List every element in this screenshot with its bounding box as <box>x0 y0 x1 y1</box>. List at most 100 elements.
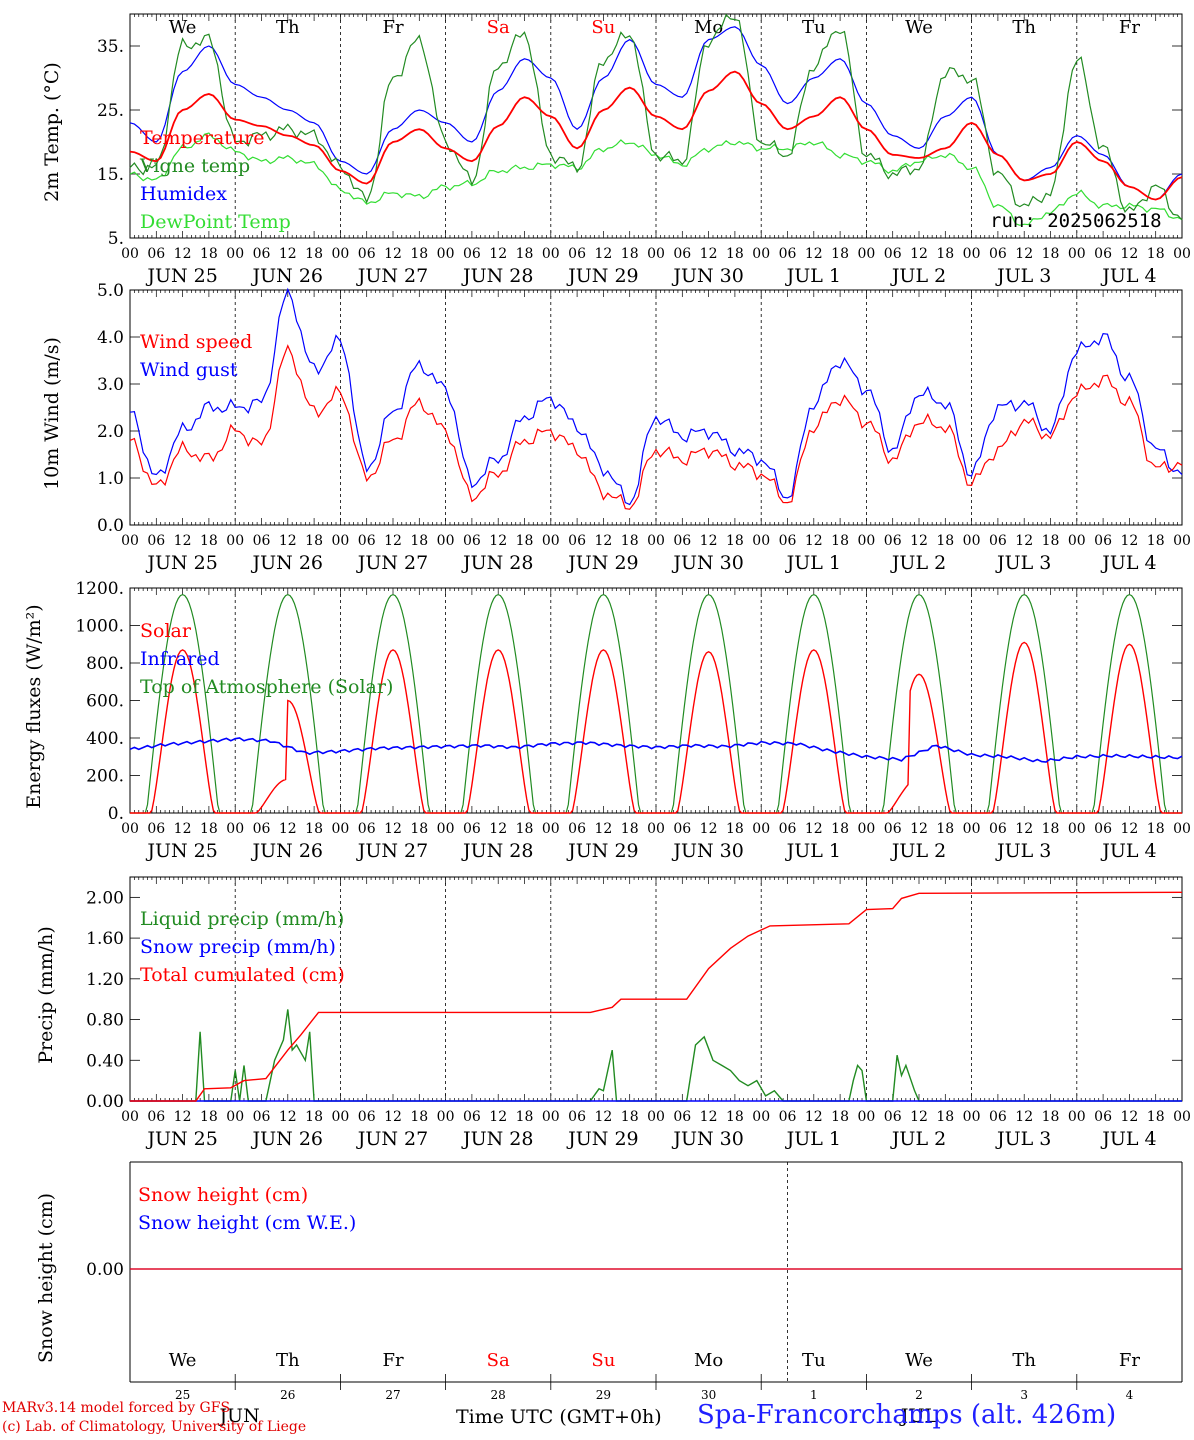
hour-tick-label: 12 <box>489 821 507 837</box>
day-name: Tu <box>802 1350 826 1371</box>
hour-tick-label: 12 <box>700 821 718 837</box>
hour-tick-label: 06 <box>358 246 376 262</box>
hour-tick-label: 12 <box>384 533 402 549</box>
hour-tick-label: 18 <box>516 533 534 549</box>
hour-tick-label: 00 <box>331 821 349 837</box>
hour-tick-label: 00 <box>331 1109 349 1125</box>
hour-tick-label: 06 <box>673 821 691 837</box>
hour-tick-label: 00 <box>121 1109 139 1125</box>
station-name: Spa-Francorchamps (alt. 426m) <box>697 1400 1117 1430</box>
hour-tick-label: 00 <box>121 246 139 262</box>
day-number: 2 <box>915 1388 923 1402</box>
hour-tick-label: 00 <box>542 533 560 549</box>
hour-tick-label: 12 <box>910 246 928 262</box>
hour-tick-label: 06 <box>884 821 902 837</box>
hour-tick-label: 00 <box>647 246 665 262</box>
hour-tick-label: 00 <box>226 1109 244 1125</box>
hour-tick-label: 00 <box>1173 533 1191 549</box>
hour-tick-label: 18 <box>621 533 639 549</box>
hour-tick-label: 12 <box>384 1109 402 1125</box>
date-label: JUN 30 <box>671 552 743 574</box>
hour-tick-label: 00 <box>226 821 244 837</box>
day-number: 1 <box>810 1388 818 1402</box>
hour-tick-label: 18 <box>410 533 428 549</box>
hour-tick-label: 18 <box>410 821 428 837</box>
hour-tick-label: 06 <box>463 1109 481 1125</box>
date-label: JUL 2 <box>890 840 946 862</box>
date-label: JUL 4 <box>1100 1128 1156 1150</box>
hour-tick-label: 00 <box>121 821 139 837</box>
day-number: 29 <box>596 1388 611 1402</box>
hour-tick-label: 12 <box>1120 533 1138 549</box>
hour-tick-label: 00 <box>437 533 455 549</box>
series-solar <box>130 641 1182 814</box>
hour-tick-label: 12 <box>1120 246 1138 262</box>
hour-tick-label: 18 <box>1147 821 1165 837</box>
date-label: JUN 28 <box>461 552 533 574</box>
hour-tick-label: 06 <box>884 1109 902 1125</box>
hour-tick-label: 18 <box>410 246 428 262</box>
hour-tick-label: 18 <box>1147 533 1165 549</box>
date-label: JUN 30 <box>671 840 743 862</box>
day-name: Sa <box>487 1350 510 1371</box>
lab-credit: (c) Lab. of Climatology, University of L… <box>2 1419 307 1435</box>
legend-entry: Snow height (cm W.E.) <box>138 1212 356 1234</box>
hour-tick-label: 06 <box>884 246 902 262</box>
date-label: JUN 29 <box>566 552 638 574</box>
hour-tick-label: 00 <box>1173 1109 1191 1125</box>
hour-tick-label: 00 <box>857 821 875 837</box>
hour-tick-label: 06 <box>147 821 165 837</box>
hour-tick-label: 18 <box>726 821 744 837</box>
hour-tick-label: 06 <box>147 533 165 549</box>
hour-tick-label: 12 <box>1015 1109 1033 1125</box>
y-tick-label: 0.00 <box>86 1092 124 1112</box>
legend-entry: Solar <box>140 620 192 642</box>
hour-tick-label: 12 <box>489 246 507 262</box>
hour-tick-label: 18 <box>936 246 954 262</box>
hour-tick-label: 00 <box>542 821 560 837</box>
hour-tick-label: 12 <box>910 533 928 549</box>
hour-tick-label: 18 <box>831 246 849 262</box>
legend-entry: Infrared <box>140 648 220 670</box>
hour-tick-label: 06 <box>779 1109 797 1125</box>
hour-tick-label: 06 <box>1094 533 1112 549</box>
date-label: JUN 29 <box>566 1128 638 1150</box>
day-name: Fr <box>382 1350 403 1371</box>
date-label: JUL 3 <box>995 552 1051 574</box>
date-label: JUL 3 <box>995 265 1051 287</box>
day-name: We <box>169 17 197 38</box>
hour-tick-label: 00 <box>752 821 770 837</box>
series-vigne-temp <box>129 13 1183 221</box>
date-label: JUL 2 <box>890 265 946 287</box>
model-credit: MARv3.14 model forced by GFS <box>2 1400 231 1416</box>
hour-tick-label: 18 <box>200 246 218 262</box>
y-tick-label: 1.0 <box>97 469 124 489</box>
date-label: JUL 1 <box>785 265 841 287</box>
hour-tick-label: 00 <box>752 246 770 262</box>
hour-tick-label: 18 <box>516 821 534 837</box>
hour-tick-label: 18 <box>1042 1109 1060 1125</box>
hour-tick-label: 06 <box>1094 246 1112 262</box>
y-tick-label: 200. <box>86 767 124 787</box>
day-name: Su <box>591 1350 615 1371</box>
day-number: 25 <box>175 1388 190 1402</box>
hour-tick-label: 18 <box>726 1109 744 1125</box>
hour-tick-label: 12 <box>1120 1109 1138 1125</box>
hour-tick-label: 00 <box>226 533 244 549</box>
hour-tick-label: 12 <box>279 1109 297 1125</box>
hour-tick-label: 12 <box>805 533 823 549</box>
day-number: 27 <box>385 1388 400 1402</box>
hour-tick-label: 06 <box>673 246 691 262</box>
hour-tick-label: 00 <box>963 821 981 837</box>
hour-tick-label: 12 <box>174 821 192 837</box>
legend-entry: Temperature <box>140 127 264 149</box>
day-name: Fr <box>1119 1350 1140 1371</box>
day-name: We <box>905 17 933 38</box>
date-label: JUN 25 <box>145 552 217 574</box>
y-tick-label: 3.0 <box>97 375 124 395</box>
hour-tick-label: 06 <box>147 246 165 262</box>
hour-tick-label: 12 <box>489 533 507 549</box>
legend-entry: Snow precip (mm/h) <box>140 936 336 958</box>
hour-tick-label: 12 <box>700 246 718 262</box>
